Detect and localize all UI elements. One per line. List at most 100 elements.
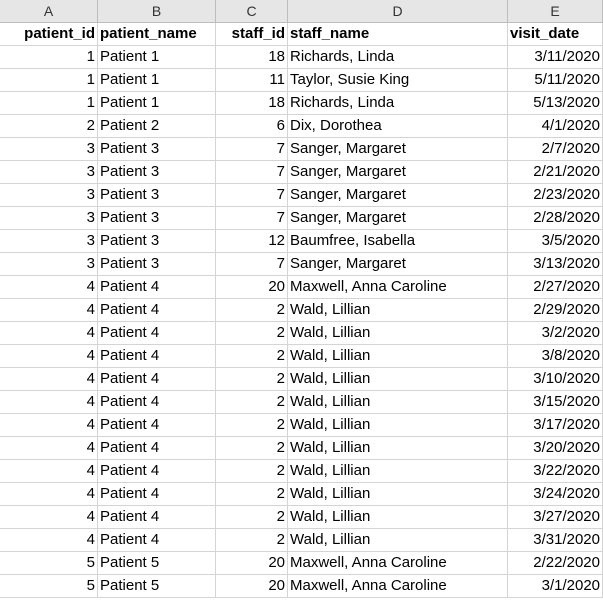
cell-staff-id[interactable]: 2 [216, 299, 288, 321]
cell-visit-date[interactable]: 2/27/2020 [508, 276, 603, 298]
column-letter-e[interactable]: E [508, 0, 603, 22]
cell-patient-name[interactable]: Patient 3 [98, 184, 216, 206]
cell-staff-name[interactable]: Sanger, Margaret [288, 138, 508, 160]
column-letter-c[interactable]: C [216, 0, 288, 22]
cell-patient-id[interactable]: 3 [0, 184, 98, 206]
cell-staff-name[interactable]: Wald, Lillian [288, 299, 508, 321]
cell-visit-date[interactable]: 3/17/2020 [508, 414, 603, 436]
cell-staff-id[interactable]: 2 [216, 414, 288, 436]
cell-visit-date[interactable]: 3/8/2020 [508, 345, 603, 367]
cell-visit-date[interactable]: 3/13/2020 [508, 253, 603, 275]
cell-patient-name[interactable]: Patient 4 [98, 506, 216, 528]
cell-patient-id[interactable]: 4 [0, 460, 98, 482]
cell-staff-id[interactable]: 2 [216, 437, 288, 459]
cell-staff-name[interactable]: Maxwell, Anna Caroline [288, 552, 508, 574]
cell-staff-name[interactable]: Sanger, Margaret [288, 253, 508, 275]
cell-visit-date[interactable]: 2/7/2020 [508, 138, 603, 160]
cell-visit-date[interactable]: 2/21/2020 [508, 161, 603, 183]
cell-patient-name[interactable]: Patient 4 [98, 414, 216, 436]
cell-staff-name[interactable]: Wald, Lillian [288, 414, 508, 436]
cell-staff-id[interactable]: 20 [216, 552, 288, 574]
cell-staff-id[interactable]: 2 [216, 368, 288, 390]
cell-patient-id[interactable]: 5 [0, 575, 98, 597]
cell-staff-name[interactable]: Wald, Lillian [288, 322, 508, 344]
cell-visit-date[interactable]: 4/1/2020 [508, 115, 603, 137]
header-cell-patient-name[interactable]: patient_name [98, 23, 216, 45]
cell-staff-name[interactable]: Wald, Lillian [288, 391, 508, 413]
cell-patient-name[interactable]: Patient 4 [98, 437, 216, 459]
cell-patient-id[interactable]: 3 [0, 161, 98, 183]
cell-patient-id[interactable]: 3 [0, 138, 98, 160]
cell-staff-id[interactable]: 2 [216, 483, 288, 505]
cell-patient-id[interactable]: 3 [0, 253, 98, 275]
cell-patient-id[interactable]: 1 [0, 69, 98, 91]
cell-visit-date[interactable]: 3/31/2020 [508, 529, 603, 551]
header-cell-staff-id[interactable]: staff_id [216, 23, 288, 45]
cell-visit-date[interactable]: 3/11/2020 [508, 46, 603, 68]
cell-patient-id[interactable]: 4 [0, 437, 98, 459]
cell-visit-date[interactable]: 2/22/2020 [508, 552, 603, 574]
cell-patient-id[interactable]: 5 [0, 552, 98, 574]
cell-staff-id[interactable]: 2 [216, 506, 288, 528]
cell-patient-name[interactable]: Patient 3 [98, 138, 216, 160]
header-cell-patient-id[interactable]: patient_id [0, 23, 98, 45]
cell-patient-id[interactable]: 4 [0, 506, 98, 528]
cell-visit-date[interactable]: 3/10/2020 [508, 368, 603, 390]
cell-staff-id[interactable]: 7 [216, 138, 288, 160]
cell-patient-id[interactable]: 1 [0, 92, 98, 114]
cell-patient-name[interactable]: Patient 2 [98, 115, 216, 137]
cell-patient-name[interactable]: Patient 4 [98, 276, 216, 298]
cell-staff-name[interactable]: Taylor, Susie King [288, 69, 508, 91]
cell-staff-id[interactable]: 7 [216, 161, 288, 183]
cell-patient-id[interactable]: 1 [0, 46, 98, 68]
cell-visit-date[interactable]: 2/29/2020 [508, 299, 603, 321]
cell-patient-name[interactable]: Patient 4 [98, 368, 216, 390]
cell-staff-id[interactable]: 18 [216, 46, 288, 68]
cell-patient-name[interactable]: Patient 1 [98, 69, 216, 91]
column-letter-d[interactable]: D [288, 0, 508, 22]
cell-staff-name[interactable]: Wald, Lillian [288, 437, 508, 459]
cell-staff-id[interactable]: 2 [216, 529, 288, 551]
cell-patient-name[interactable]: Patient 3 [98, 161, 216, 183]
cell-staff-name[interactable]: Sanger, Margaret [288, 184, 508, 206]
cell-staff-id[interactable]: 7 [216, 184, 288, 206]
cell-visit-date[interactable]: 3/5/2020 [508, 230, 603, 252]
cell-patient-name[interactable]: Patient 4 [98, 483, 216, 505]
cell-patient-id[interactable]: 4 [0, 345, 98, 367]
cell-staff-id[interactable]: 2 [216, 345, 288, 367]
cell-staff-id[interactable]: 6 [216, 115, 288, 137]
cell-staff-name[interactable]: Wald, Lillian [288, 460, 508, 482]
cell-staff-name[interactable]: Dix, Dorothea [288, 115, 508, 137]
cell-staff-name[interactable]: Wald, Lillian [288, 345, 508, 367]
cell-patient-name[interactable]: Patient 4 [98, 299, 216, 321]
cell-visit-date[interactable]: 3/1/2020 [508, 575, 603, 597]
cell-patient-name[interactable]: Patient 5 [98, 575, 216, 597]
cell-staff-name[interactable]: Wald, Lillian [288, 529, 508, 551]
cell-visit-date[interactable]: 3/20/2020 [508, 437, 603, 459]
cell-patient-name[interactable]: Patient 5 [98, 552, 216, 574]
cell-staff-id[interactable]: 18 [216, 92, 288, 114]
cell-patient-id[interactable]: 4 [0, 414, 98, 436]
cell-patient-id[interactable]: 4 [0, 483, 98, 505]
cell-staff-name[interactable]: Wald, Lillian [288, 368, 508, 390]
cell-staff-name[interactable]: Baumfree, Isabella [288, 230, 508, 252]
header-cell-visit-date[interactable]: visit_date [508, 23, 603, 45]
cell-visit-date[interactable]: 2/23/2020 [508, 184, 603, 206]
cell-staff-name[interactable]: Maxwell, Anna Caroline [288, 276, 508, 298]
cell-patient-name[interactable]: Patient 1 [98, 92, 216, 114]
cell-staff-name[interactable]: Sanger, Margaret [288, 161, 508, 183]
cell-visit-date[interactable]: 5/13/2020 [508, 92, 603, 114]
cell-visit-date[interactable]: 3/27/2020 [508, 506, 603, 528]
cell-staff-id[interactable]: 2 [216, 460, 288, 482]
cell-patient-id[interactable]: 4 [0, 322, 98, 344]
cell-patient-name[interactable]: Patient 4 [98, 345, 216, 367]
cell-visit-date[interactable]: 5/11/2020 [508, 69, 603, 91]
cell-patient-name[interactable]: Patient 3 [98, 253, 216, 275]
cell-patient-name[interactable]: Patient 1 [98, 46, 216, 68]
cell-patient-id[interactable]: 4 [0, 276, 98, 298]
cell-patient-name[interactable]: Patient 4 [98, 322, 216, 344]
cell-patient-name[interactable]: Patient 3 [98, 230, 216, 252]
cell-patient-id[interactable]: 3 [0, 207, 98, 229]
cell-patient-id[interactable]: 4 [0, 529, 98, 551]
cell-patient-id[interactable]: 4 [0, 391, 98, 413]
